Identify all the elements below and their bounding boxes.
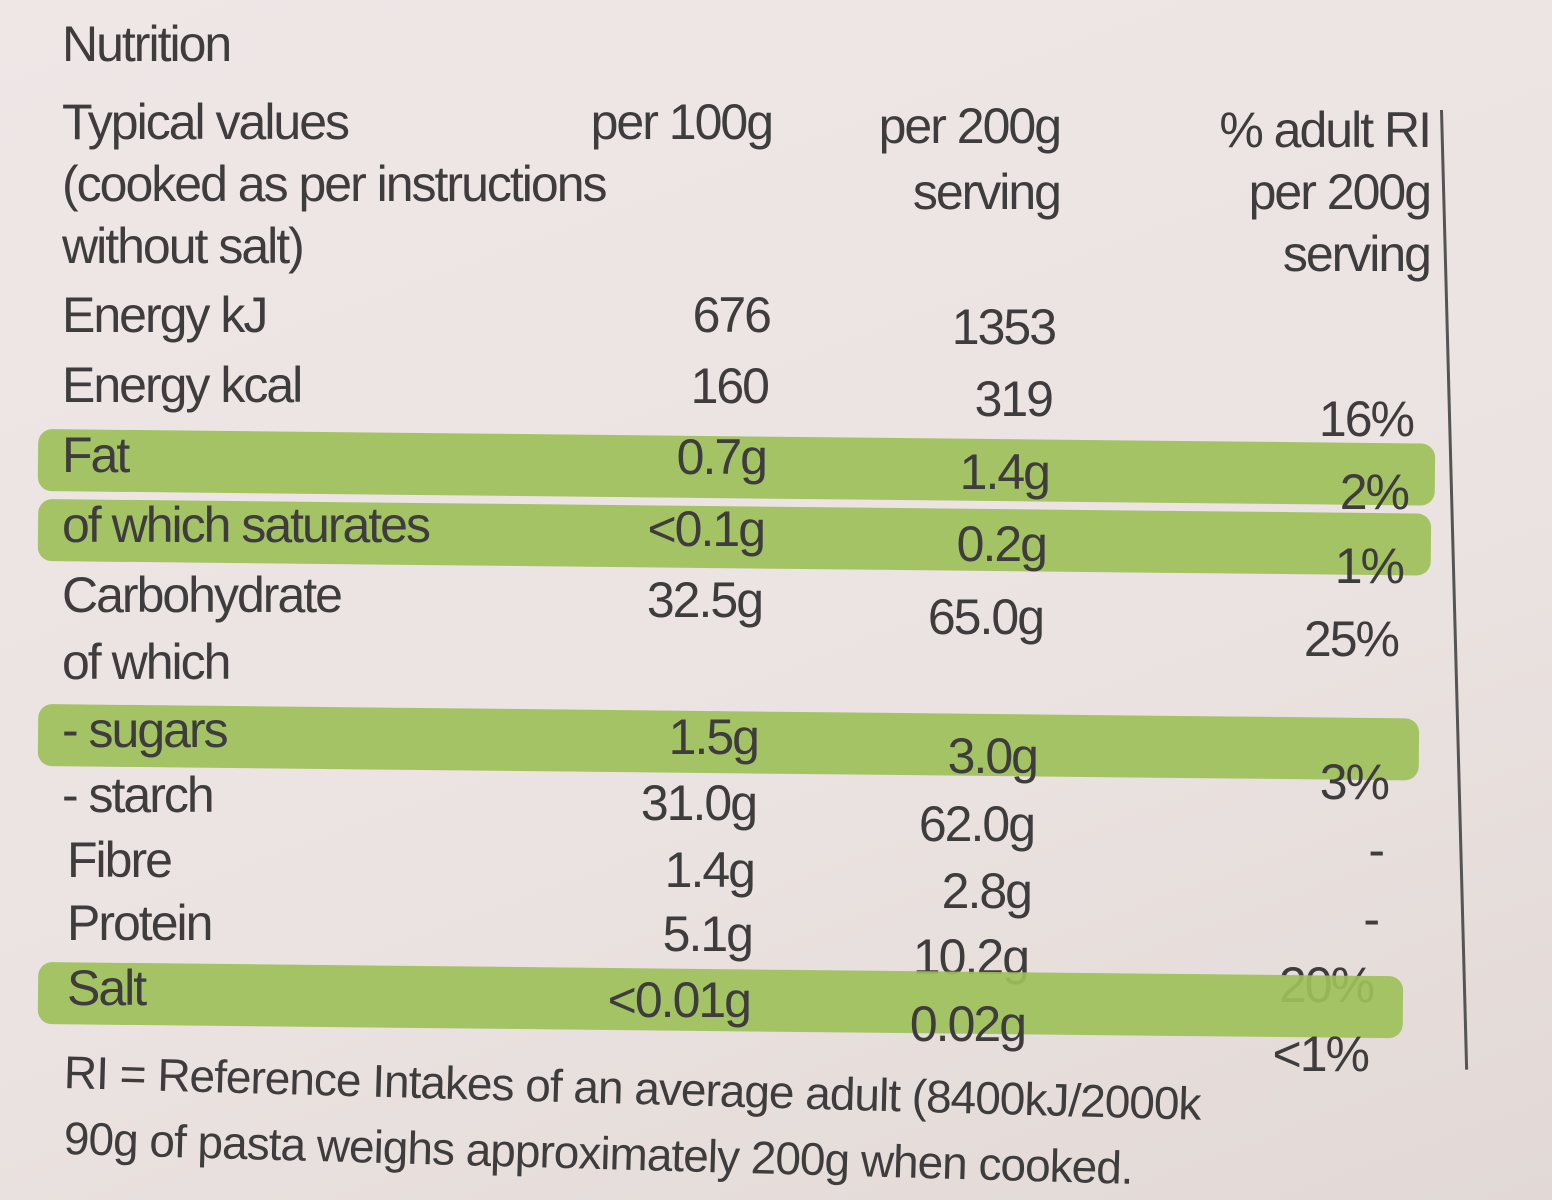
- header-label: without salt): [62, 218, 305, 274]
- row-name: Fat: [62, 427, 130, 483]
- per200-value: 62.0g: [918, 795, 1036, 852]
- per200-value: 2.8g: [941, 863, 1033, 920]
- header-per100: per 100g: [590, 94, 774, 150]
- per100-value: 676: [692, 287, 772, 343]
- header-ri: % adult RI: [1219, 102, 1432, 158]
- per100-value: 31.0g: [640, 775, 758, 832]
- header-label: (cooked as per instructions: [62, 156, 608, 212]
- row-name: Carbohydrate: [62, 567, 343, 623]
- row-name: - sugars: [62, 702, 229, 758]
- per100-value: 1.4g: [664, 841, 756, 898]
- ri-value: -: [1363, 890, 1380, 947]
- header-ri: per 200g: [1248, 164, 1432, 220]
- row-name: of which saturates: [62, 497, 431, 553]
- header-label: Typical values: [62, 94, 350, 150]
- panel-border: [1440, 109, 1469, 1070]
- per200-value: 0.02g: [909, 996, 1027, 1052]
- header-per200: per 200g: [878, 98, 1062, 154]
- row-name: Fibre: [67, 832, 173, 888]
- header-ri: serving: [1282, 226, 1432, 282]
- per200-value: 1353: [951, 299, 1057, 355]
- title: Nutrition: [62, 16, 232, 72]
- per100-value: <0.1g: [647, 500, 766, 557]
- ri-value: 16%: [1318, 390, 1415, 447]
- row-name: - starch: [62, 767, 215, 823]
- per200-value: 65.0g: [927, 588, 1045, 645]
- per200-value: 1.4g: [959, 443, 1051, 500]
- per100-value: <0.01g: [607, 972, 752, 1028]
- ri-value: 1%: [1334, 537, 1405, 594]
- per200-value: 319: [974, 371, 1054, 428]
- row-name: of which: [62, 634, 231, 690]
- per100-value: 1.5g: [668, 709, 760, 766]
- ri-value: <1%: [1272, 1026, 1370, 1082]
- ri-value: -: [1368, 822, 1385, 879]
- ri-value: 25%: [1303, 611, 1400, 668]
- row-name: Energy kcal: [62, 357, 303, 413]
- row-name: Salt: [67, 960, 147, 1016]
- per200-value: 3.0g: [947, 728, 1039, 785]
- per100-value: 32.5g: [646, 571, 764, 628]
- per100-value: 5.1g: [662, 905, 754, 962]
- ri-value: 2%: [1339, 464, 1410, 521]
- header-per200: serving: [912, 164, 1062, 220]
- row-name: Protein: [67, 895, 213, 951]
- per100-value: 160: [690, 358, 770, 415]
- ri-value: 3%: [1319, 753, 1390, 810]
- row-name: Energy kJ: [62, 287, 268, 343]
- per100-value: 0.7g: [676, 429, 768, 486]
- per200-value: 0.2g: [956, 516, 1048, 573]
